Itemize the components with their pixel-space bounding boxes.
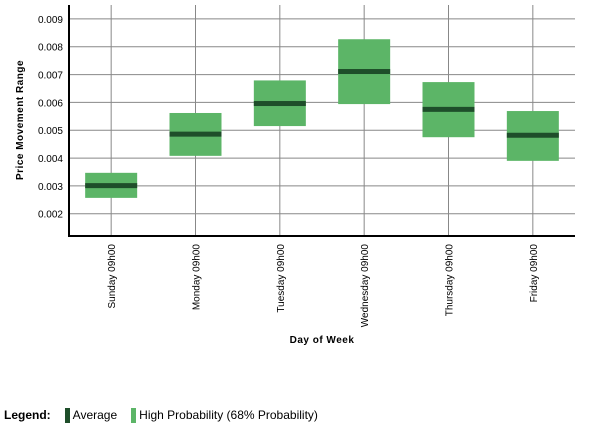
- y-tick-label: 0.005: [38, 126, 63, 137]
- y-axis-label: Price Movement Range: [15, 60, 26, 180]
- x-tick-label: Friday 09h00: [529, 244, 540, 303]
- y-tick-label: 0.009: [38, 15, 63, 26]
- x-tick-label: Monday 09h00: [192, 244, 203, 311]
- y-tick-label: 0.007: [38, 71, 63, 82]
- average-bar: [506, 132, 559, 138]
- legend-swatch-high-probability: [131, 407, 137, 423]
- average-bar: [169, 131, 222, 137]
- boxes: [85, 39, 559, 198]
- legend-label-high-probability: High Probability (68% Probability): [139, 408, 318, 422]
- average-bar: [85, 183, 138, 189]
- x-tick-label: Wednesday 09h00: [360, 244, 371, 328]
- x-tick-label: Sunday 09h00: [107, 244, 118, 309]
- average-bar: [253, 101, 306, 107]
- x-tick-label: Thursday 09h00: [445, 244, 456, 317]
- legend-title: Legend:: [4, 408, 51, 422]
- axes: [68, 5, 575, 237]
- grid-lines: [69, 5, 575, 236]
- average-bar: [422, 106, 475, 112]
- y-tick-label: 0.008: [38, 43, 63, 54]
- legend: Legend: Average High Probability (68% Pr…: [4, 406, 322, 424]
- y-tick-label: 0.003: [38, 182, 63, 193]
- x-tick-label: Tuesday 09h00: [276, 244, 287, 313]
- legend-item-average: Average: [64, 407, 118, 423]
- legend-item-high-probability: High Probability (68% Probability): [131, 407, 318, 423]
- tick-labels: 0.002 0.003 0.004 0.005 0.006 0.007 0.008 0.009…: [38, 15, 540, 327]
- y-tick-label: 0.006: [38, 98, 63, 109]
- average-bar: [338, 69, 391, 75]
- y-tick-label: 0.004: [38, 154, 63, 165]
- legend-label-average: Average: [72, 408, 118, 422]
- legend-swatch-average: [64, 407, 70, 423]
- y-tick-label: 0.002: [38, 210, 63, 221]
- x-axis-label: Day of Week: [290, 335, 355, 346]
